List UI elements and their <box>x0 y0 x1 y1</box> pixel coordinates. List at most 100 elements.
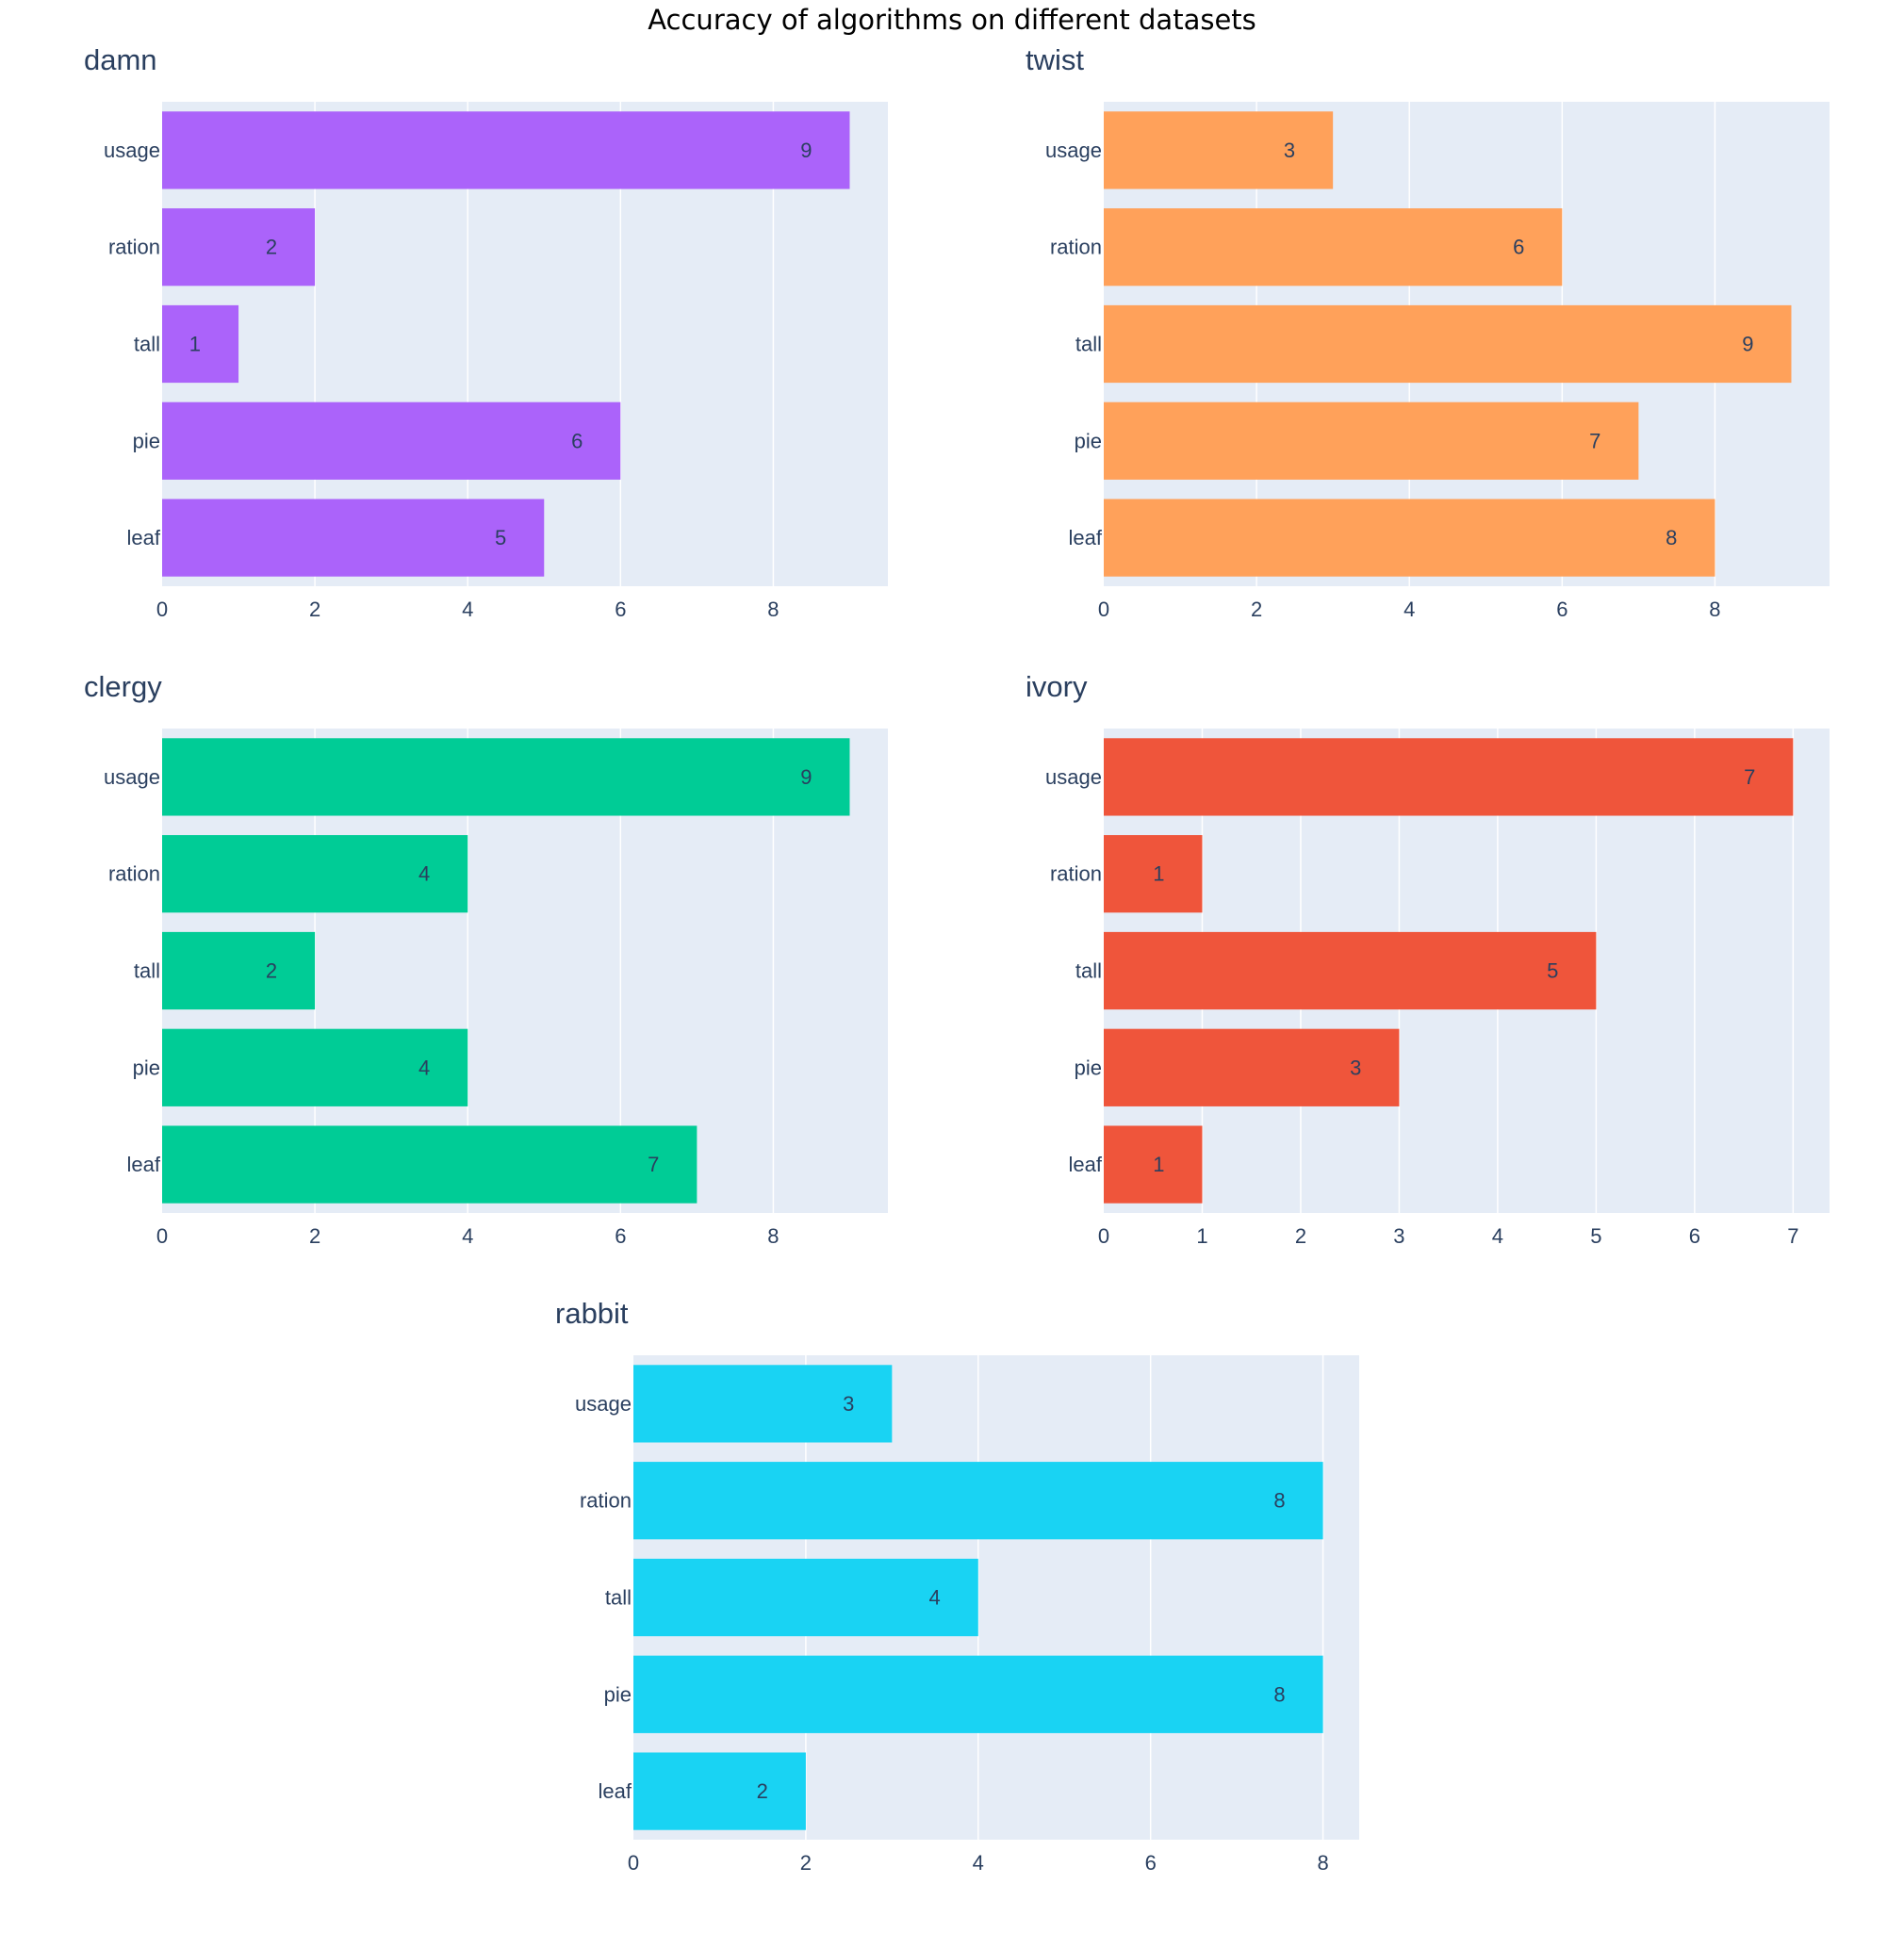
bar-leaf <box>162 1125 698 1204</box>
y-tick-label: leaf <box>127 526 161 549</box>
panel-rabbit: 3 usage 8 ration 4 tall 8 pie 2 leaf 0 2 4 6 8 rabbit <box>555 1297 1359 1875</box>
y-tick-label: ration <box>1050 862 1102 886</box>
y-tick-label: ration <box>108 862 160 886</box>
bar-value-label: 9 <box>800 765 812 789</box>
panel-damn: 9 usage 2 ration 1 tall 6 pie 5 leaf 0 2 4 6 8 damn <box>84 43 888 621</box>
bar-value-label: 3 <box>1284 139 1295 162</box>
x-tick-label: 5 <box>1590 1224 1601 1248</box>
x-tick-label: 3 <box>1393 1224 1404 1248</box>
bar-tall <box>1104 931 1597 1010</box>
bar-value-label: 5 <box>495 526 506 549</box>
bar-usage <box>1104 738 1794 816</box>
bar-value-label: 5 <box>1547 959 1558 983</box>
x-tick-label: 2 <box>1295 1224 1306 1248</box>
y-tick-label: leaf <box>1069 1153 1103 1176</box>
x-tick-label: 0 <box>628 1851 639 1875</box>
bar-ration <box>162 835 468 913</box>
bar-value-label: 1 <box>189 333 201 356</box>
bar-tall <box>633 1558 978 1637</box>
y-tick-label: ration <box>580 1489 632 1513</box>
subplot-title: damn <box>84 43 157 76</box>
bar-usage <box>633 1365 893 1443</box>
bar-pie <box>1104 401 1639 480</box>
x-tick-label: 7 <box>1787 1224 1798 1248</box>
bar-ration <box>1104 835 1203 913</box>
x-tick-label: 8 <box>767 598 779 621</box>
y-tick-label: pie <box>604 1682 632 1706</box>
x-tick-label: 6 <box>615 1224 626 1248</box>
x-tick-label: 4 <box>1492 1224 1503 1248</box>
x-tick-label: 6 <box>1556 598 1568 621</box>
x-tick-label: 0 <box>1098 1224 1109 1248</box>
bar-value-label: 9 <box>1742 333 1753 356</box>
x-tick-label: 6 <box>1145 1851 1157 1875</box>
x-tick-label: 2 <box>309 1224 320 1248</box>
bar-leaf <box>162 499 545 577</box>
y-tick-label: ration <box>108 236 160 259</box>
x-tick-label: 4 <box>462 598 473 621</box>
subplot-title: clergy <box>84 670 162 703</box>
x-tick-label: 4 <box>1403 598 1415 621</box>
bar-value-label: 7 <box>1744 765 1755 789</box>
x-tick-label: 6 <box>615 598 626 621</box>
y-tick-label: pie <box>133 429 160 452</box>
bar-ration <box>162 208 316 287</box>
y-tick-label: pie <box>1075 429 1102 452</box>
bar-value-label: 9 <box>800 139 812 162</box>
y-tick-label: usage <box>104 139 160 162</box>
y-tick-label: leaf <box>1069 526 1103 549</box>
panel-clergy: 9 usage 4 ration 2 tall 4 pie 7 leaf 0 2 4 6 8 clergy <box>84 670 888 1248</box>
bar-value-label: 7 <box>648 1153 659 1176</box>
bar-value-label: 7 <box>1589 429 1600 452</box>
bar-tall <box>162 931 316 1010</box>
bar-value-label: 6 <box>571 429 583 452</box>
bar-value-label: 2 <box>266 236 277 259</box>
y-tick-label: pie <box>133 1056 160 1079</box>
x-tick-label: 1 <box>1196 1224 1207 1248</box>
y-tick-label: leaf <box>127 1153 161 1176</box>
y-tick-label: tall <box>1075 333 1102 356</box>
bar-value-label: 6 <box>1513 236 1524 259</box>
x-tick-label: 8 <box>1317 1851 1328 1875</box>
bar-leaf <box>1104 499 1715 577</box>
y-tick-label: tall <box>134 959 160 983</box>
bar-pie <box>162 401 621 480</box>
x-tick-label: 8 <box>767 1224 779 1248</box>
x-tick-label: 8 <box>1709 598 1720 621</box>
y-tick-label: ration <box>1050 236 1102 259</box>
y-tick-label: usage <box>1045 765 1102 789</box>
y-tick-label: pie <box>1075 1056 1102 1079</box>
bar-value-label: 8 <box>1273 1682 1285 1706</box>
bar-value-label: 3 <box>1350 1056 1361 1079</box>
y-tick-label: tall <box>1075 959 1102 983</box>
bar-usage <box>162 738 850 816</box>
bar-pie <box>633 1655 1323 1733</box>
x-tick-label: 6 <box>1689 1224 1700 1248</box>
x-tick-label: 0 <box>156 1224 168 1248</box>
y-tick-label: leaf <box>599 1779 632 1803</box>
x-tick-label: 4 <box>462 1224 473 1248</box>
bar-usage <box>1104 111 1334 189</box>
subplot-title: ivory <box>1026 670 1088 703</box>
figure-title: Accuracy of algorithms on different data… <box>648 4 1256 36</box>
subplot-title: twist <box>1026 43 1084 76</box>
x-tick-label: 2 <box>309 598 320 621</box>
bar-leaf <box>633 1752 806 1830</box>
bar-value-label: 3 <box>843 1392 854 1416</box>
bar-ration <box>633 1462 1323 1540</box>
x-tick-label: 2 <box>1251 598 1262 621</box>
bar-usage <box>162 111 850 189</box>
bar-value-label: 8 <box>1273 1489 1285 1513</box>
y-tick-label: usage <box>1045 139 1102 162</box>
subplot-title: rabbit <box>555 1297 629 1330</box>
y-tick-label: tall <box>605 1586 632 1610</box>
bar-value-label: 2 <box>266 959 277 983</box>
x-tick-label: 2 <box>800 1851 812 1875</box>
panel-ivory: 7 usage 1 ration 5 tall 3 pie 1 leaf 0 1 2 3 4 5 6 7 ivory <box>1026 670 1830 1248</box>
y-tick-label: usage <box>104 765 160 789</box>
bar-leaf <box>1104 1125 1203 1204</box>
x-tick-label: 4 <box>973 1851 984 1875</box>
bar-tall <box>162 304 239 384</box>
bar-value-label: 1 <box>1153 862 1164 886</box>
